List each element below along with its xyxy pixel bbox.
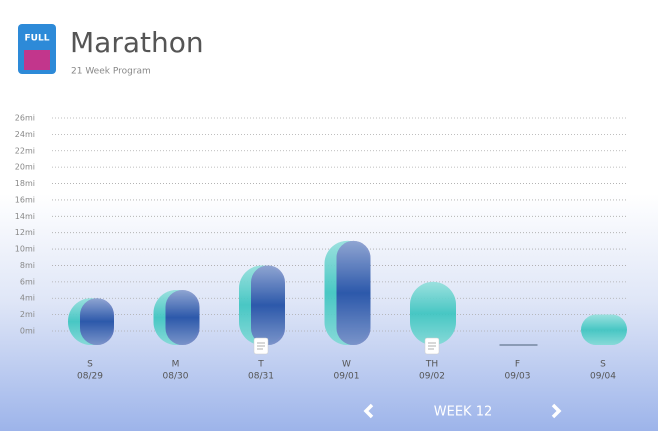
x-date-label: 09/03 — [505, 372, 531, 382]
subtitle: 21 Week Program — [71, 67, 151, 77]
icon-text: FULL — [25, 34, 50, 44]
y-tick-label: 24mi — [15, 130, 35, 139]
x-date-label: 08/30 — [163, 372, 189, 382]
prev-week[interactable] — [363, 403, 374, 419]
y-tick-label: 20mi — [15, 163, 35, 172]
x-tick-label: M — [172, 360, 180, 370]
y-tick-label: 6mi — [20, 277, 35, 286]
prev-arrow[interactable] — [363, 403, 374, 419]
next-week[interactable] — [551, 403, 562, 419]
bar-gloss — [410, 281, 456, 345]
title: Marathon — [70, 26, 204, 59]
y-tick-label: 2mi — [20, 310, 35, 319]
bar-gloss — [251, 265, 285, 345]
y-tick-label: 22mi — [15, 146, 35, 155]
x-date-label: 08/31 — [248, 372, 274, 382]
bar-gloss — [165, 290, 200, 345]
x-tick-label: W — [342, 360, 351, 370]
x-date-label: 09/01 — [334, 372, 360, 382]
y-tick-label: 16mi — [15, 195, 35, 204]
week-label: WEEK 12 — [434, 405, 492, 420]
x-date-label: 09/04 — [590, 372, 616, 382]
x-date-label: 08/29 — [77, 372, 103, 382]
x-tick-label: F — [515, 360, 520, 370]
bar-gloss — [581, 314, 627, 345]
x-tick-label: T — [257, 360, 264, 370]
x-date-label: 09/02 — [419, 372, 445, 382]
y-tick-label: 10mi — [15, 245, 35, 254]
y-tick-label: 4mi — [20, 294, 35, 303]
program-icon-art — [24, 50, 50, 70]
bar-gloss — [336, 240, 371, 345]
x-tick-label: S — [600, 360, 606, 370]
bar — [499, 344, 538, 346]
y-tick-label: 0mi — [20, 327, 35, 336]
y-tick-label: 14mi — [15, 212, 35, 221]
x-tick-label: S — [87, 360, 93, 370]
y-tick-label: 18mi — [15, 179, 35, 188]
bar-gloss — [80, 298, 114, 345]
note-icon-lines — [257, 342, 265, 350]
note-icon-lines — [428, 342, 436, 350]
y-tick-label: 8mi — [20, 261, 35, 270]
y-tick-label: 26mi — [15, 114, 35, 123]
next-arrow[interactable] — [551, 403, 562, 419]
x-tick-label: TH — [425, 360, 438, 370]
y-tick-label: 12mi — [15, 228, 35, 237]
